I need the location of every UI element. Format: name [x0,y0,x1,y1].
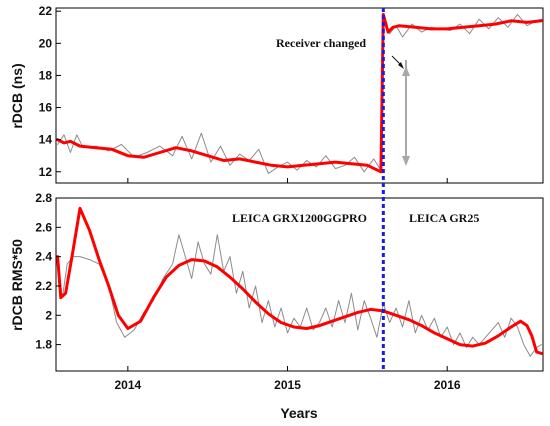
right-receiver-label: LEICA GR25 [409,211,479,225]
top-y-ticks: 12 14 16 18 20 22 [39,4,61,179]
receiver-changed-label: Receiver changed [276,36,366,50]
top-fit-series [56,12,543,174]
bottom-y-tick-label: 1.8 [35,338,52,352]
bottom-y-tick-label: 2.4 [35,250,52,264]
bottom-y-tick-label: 2 [45,308,52,322]
top-plot-frame [55,7,544,184]
x-tick-label: 2015 [274,378,301,392]
bottom-raw-series [57,234,542,357]
top-y-tick-label: 22 [39,4,53,18]
bottom-fit-series [56,206,543,355]
bottom-panel: 1.8 2 2.2 2.4 2.6 2.8 2014 2015 2016 rDCB RMS*5… [9,191,544,421]
top-y-tick-label: 12 [39,165,53,179]
bottom-raw-line [57,234,542,357]
bottom-y-tick-label: 2.2 [35,279,52,293]
receiver-changed-arrow [391,55,410,166]
bottom-y-tick-label: 2.6 [35,220,52,234]
top-fit-line [56,12,543,174]
x-tick-label: 2016 [434,378,461,392]
x-axis-label: Years [280,405,318,421]
top-panel: 12 14 16 18 20 22 rDCB (ns) Receiver changed [9,4,544,184]
bottom-y-ticks: 1.8 2 2.2 2.4 2.6 2.8 [35,191,61,352]
top-y-axis-label: rDCB (ns) [9,63,25,128]
x-tick-label: 2014 [115,378,142,392]
top-y-tick-label: 18 [39,68,53,82]
top-y-tick-label: 14 [39,133,53,147]
bottom-y-tick-label: 2.8 [35,191,52,205]
left-receiver-label: LEICA GRX1200GGPRO [232,211,367,225]
bottom-fit-line [56,206,543,355]
top-y-tick-label: 20 [39,36,53,50]
bottom-x-ticks: 2014 2015 2016 [115,366,461,392]
bottom-plot-frame [55,197,544,372]
bottom-y-axis-label: rDCB RMS*50 [9,239,25,331]
top-y-tick-label: 16 [39,101,53,115]
